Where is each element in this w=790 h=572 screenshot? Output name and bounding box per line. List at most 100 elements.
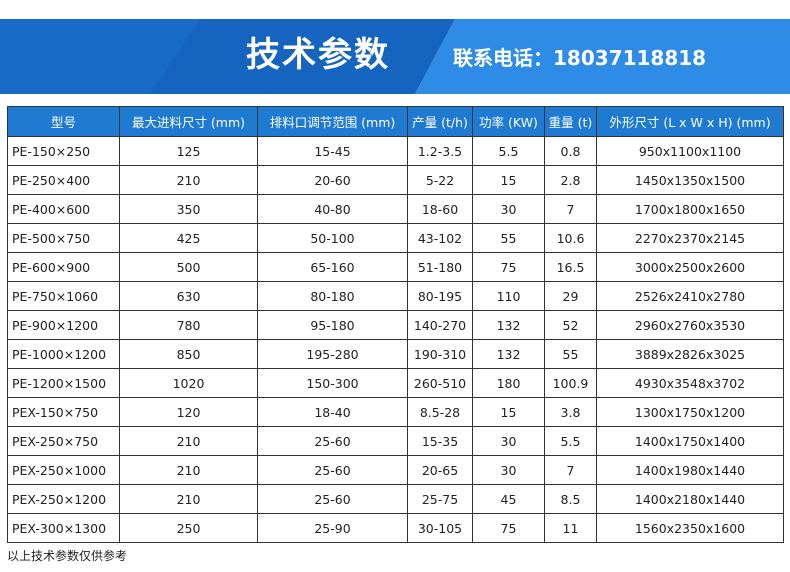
cell-weight: 11 <box>544 513 597 543</box>
table-row: PEX-250×1200 210 25-60 25-75 45 8.5 1400x2180x… <box>7 484 784 514</box>
table-row: PE-250×400 210 20-60 5-22 15 2.8 1450x1350x150… <box>7 165 784 195</box>
cell-power: 132 <box>472 310 545 340</box>
cell-discharge-range: 25-60 <box>257 455 408 485</box>
cell-model: PEX-300×1300 <box>7 513 120 543</box>
table-row: PE-750×1060 630 80-180 80-195 110 29 2526x2410… <box>7 281 784 311</box>
table-row: PE-400×600 350 40-80 18-60 30 7 1700x1800x1650 <box>7 194 784 224</box>
cell-model: PE-400×600 <box>7 194 120 224</box>
cell-weight: 7 <box>544 194 597 224</box>
cell-max-feed-size: 850 <box>119 339 258 369</box>
cell-max-feed-size: 630 <box>119 281 258 311</box>
cell-max-feed-size: 1020 <box>119 368 258 398</box>
cell-weight: 29 <box>544 281 597 311</box>
cell-max-feed-size: 210 <box>119 455 258 485</box>
cell-discharge-range: 25-90 <box>257 513 408 543</box>
cell-dimensions: 1450x1350x1500 <box>596 165 784 195</box>
cell-discharge-range: 25-60 <box>257 426 408 456</box>
cell-weight: 7 <box>544 455 597 485</box>
cell-discharge-range: 40-80 <box>257 194 408 224</box>
cell-capacity: 8.5-28 <box>407 397 473 427</box>
cell-dimensions: 1400x1750x1400 <box>596 426 784 456</box>
cell-power: 132 <box>472 339 545 369</box>
cell-weight: 8.5 <box>544 484 597 514</box>
header-power: 功率 (KW) <box>472 106 545 137</box>
cell-dimensions: 1560x2350x1600 <box>596 513 784 543</box>
cell-model: PEX-250×1200 <box>7 484 120 514</box>
cell-model: PEX-150×750 <box>7 397 120 427</box>
cell-discharge-range: 195-280 <box>257 339 408 369</box>
table-header-row: 型号 最大进料尺寸 (mm) 排料口调节范围 (mm) 产量 (t/h) 功率 … <box>7 106 784 137</box>
cell-capacity: 30-105 <box>407 513 473 543</box>
cell-capacity: 20-65 <box>407 455 473 485</box>
header-dimensions: 外形尺寸 (L x W x H) (mm) <box>596 106 784 137</box>
banner-shapes <box>0 19 790 94</box>
cell-max-feed-size: 125 <box>119 136 258 166</box>
cell-model: PE-1200×1500 <box>7 368 120 398</box>
cell-dimensions: 1400x1980x1440 <box>596 455 784 485</box>
cell-model: PE-900×1200 <box>7 310 120 340</box>
cell-dimensions: 2270x2370x2145 <box>596 223 784 253</box>
table-row: PEX-250×750 210 25-60 15-35 30 5.5 1400x1750x1… <box>7 426 784 456</box>
cell-model: PE-250×400 <box>7 165 120 195</box>
cell-power: 180 <box>472 368 545 398</box>
cell-model: PE-150×250 <box>7 136 120 166</box>
cell-discharge-range: 50-100 <box>257 223 408 253</box>
table-row: PE-500×750 425 50-100 43-102 55 10.6 2270x2370… <box>7 223 784 253</box>
cell-dimensions: 4930x3548x3702 <box>596 368 784 398</box>
banner-light-block <box>415 19 790 94</box>
cell-max-feed-size: 210 <box>119 484 258 514</box>
header-discharge-range: 排料口调节范围 (mm) <box>257 106 408 137</box>
cell-capacity: 51-180 <box>407 252 473 282</box>
cell-power: 110 <box>472 281 545 311</box>
cell-capacity: 80-195 <box>407 281 473 311</box>
cell-power: 30 <box>472 455 545 485</box>
table-row: PE-150×250 125 15-45 1.2-3.5 5.5 0.8 950x1100x… <box>7 136 784 166</box>
cell-power: 45 <box>472 484 545 514</box>
table-row: PEX-150×750 120 18-40 8.5-28 15 3.8 1300x1750x… <box>7 397 784 427</box>
table-row: PE-1000×1200 850 195-280 190-310 132 55 3889x2… <box>7 339 784 369</box>
cell-discharge-range: 20-60 <box>257 165 408 195</box>
banner-contact-phone: 联系电话：18037118818 <box>453 46 707 70</box>
cell-model: PE-750×1060 <box>7 281 120 311</box>
cell-model: PE-500×750 <box>7 223 120 253</box>
banner-accent-block <box>0 19 200 94</box>
cell-power: 15 <box>472 165 545 195</box>
header-max-feed-size: 最大进料尺寸 (mm) <box>119 106 258 137</box>
cell-power: 75 <box>472 252 545 282</box>
banner: 技术参数 联系电话：18037118818 <box>0 0 790 98</box>
cell-max-feed-size: 210 <box>119 165 258 195</box>
header-weight: 重量 (t) <box>544 106 597 137</box>
cell-discharge-range: 95-180 <box>257 310 408 340</box>
cell-max-feed-size: 500 <box>119 252 258 282</box>
cell-power: 30 <box>472 426 545 456</box>
cell-dimensions: 1400x2180x1440 <box>596 484 784 514</box>
table-row: PE-1200×1500 1020 150-300 260-510 180 100.9 49… <box>7 368 784 398</box>
table-body: PE-150×250 125 15-45 1.2-3.5 5.5 0.8 950x1100x… <box>7 136 784 543</box>
cell-max-feed-size: 120 <box>119 397 258 427</box>
cell-dimensions: 950x1100x1100 <box>596 136 784 166</box>
cell-dimensions: 1300x1750x1200 <box>596 397 784 427</box>
cell-capacity: 43-102 <box>407 223 473 253</box>
cell-model: PEX-250×750 <box>7 426 120 456</box>
cell-dimensions: 2526x2410x2780 <box>596 281 784 311</box>
spec-table-container: 型号 最大进料尺寸 (mm) 排料口调节范围 (mm) 产量 (t/h) 功率 … <box>7 106 784 543</box>
cell-weight: 100.9 <box>544 368 597 398</box>
cell-capacity: 25-75 <box>407 484 473 514</box>
header-capacity: 产量 (t/h) <box>407 106 473 137</box>
cell-discharge-range: 150-300 <box>257 368 408 398</box>
cell-model: PE-1000×1200 <box>7 339 120 369</box>
cell-weight: 3.8 <box>544 397 597 427</box>
header-model: 型号 <box>7 106 120 137</box>
cell-capacity: 190-310 <box>407 339 473 369</box>
cell-weight: 5.5 <box>544 426 597 456</box>
cell-max-feed-size: 210 <box>119 426 258 456</box>
cell-power: 75 <box>472 513 545 543</box>
cell-max-feed-size: 425 <box>119 223 258 253</box>
cell-discharge-range: 25-60 <box>257 484 408 514</box>
cell-weight: 2.8 <box>544 165 597 195</box>
cell-dimensions: 3889x2826x3025 <box>596 339 784 369</box>
cell-discharge-range: 15-45 <box>257 136 408 166</box>
cell-dimensions: 1700x1800x1650 <box>596 194 784 224</box>
table-row: PEX-250×1000 210 25-60 20-65 30 7 1400x1980x14… <box>7 455 784 485</box>
cell-max-feed-size: 350 <box>119 194 258 224</box>
